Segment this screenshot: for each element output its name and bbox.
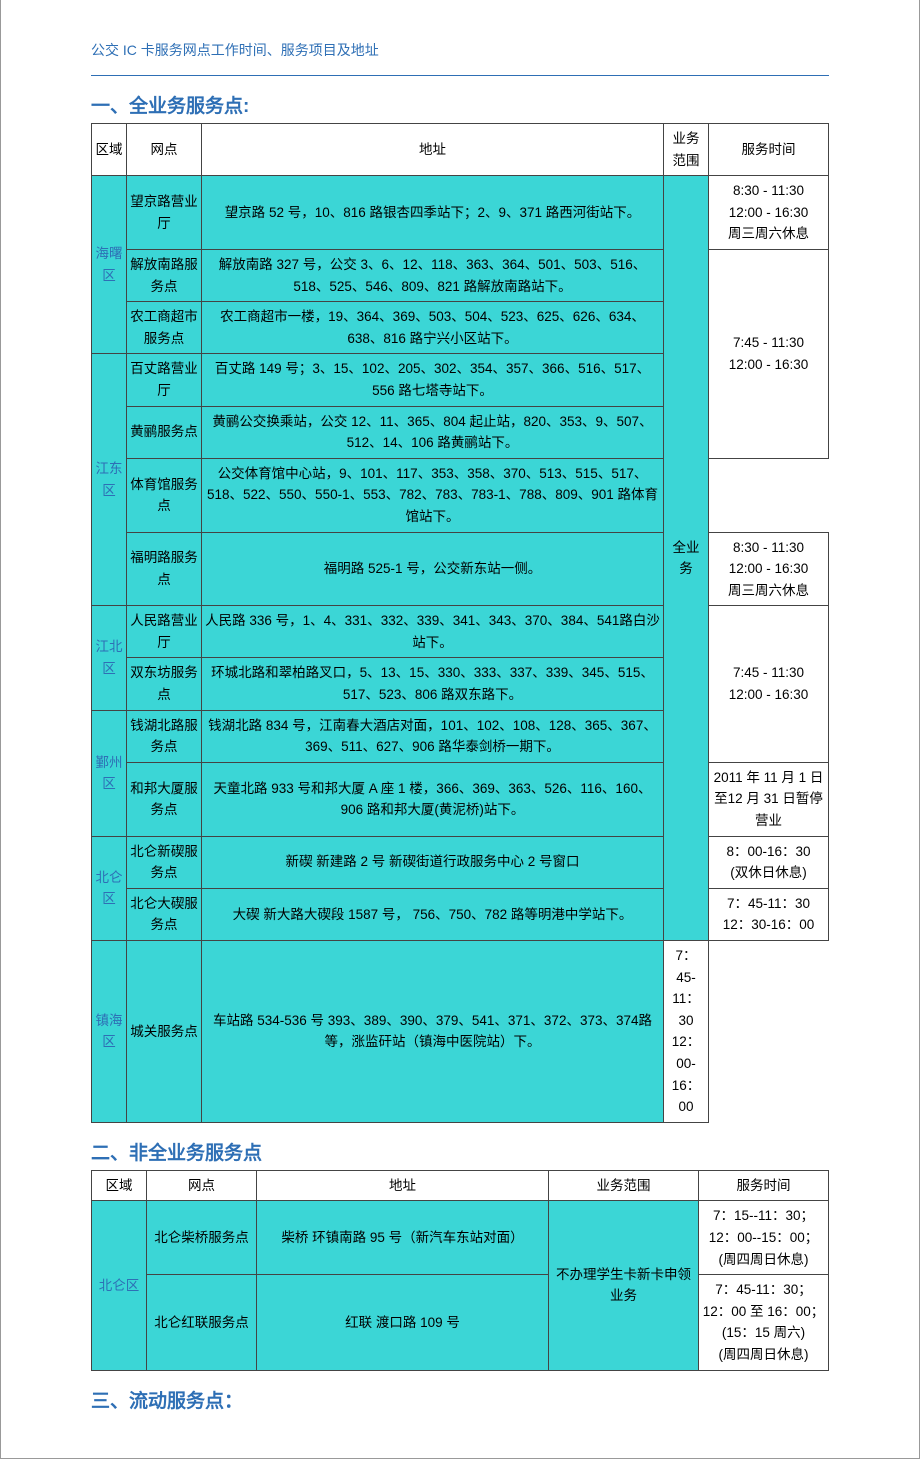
time-cell: 7：45-11：30 12：00-16：00 — [664, 941, 709, 1123]
addr-cell: 公交体育馆中心站，9、101、117、353、358、370、513、515、5… — [202, 458, 664, 532]
region-link: 镇海区 — [96, 1013, 123, 1050]
table-row: 北仑红联服务点 红联 渡口路 109 号 7：45-11：30； 12：00 至… — [92, 1275, 829, 1370]
addr-cell: 环城北路和翠柏路叉口，5、13、15、330、333、337、339、345、5… — [202, 658, 664, 710]
addr-cell: 新碶 新建路 2 号 新碶街道行政服务中心 2 号窗口 — [202, 836, 664, 888]
partial-service-table: 区域 网点 地址 业务范围 服务时间 北仑区 北仑柴桥服务点 柴桥 环镇南路 9… — [91, 1170, 829, 1371]
th-addr: 地址 — [257, 1170, 549, 1201]
region-link: 鄞州区 — [96, 755, 123, 792]
addr-cell: 人民路 336 号，1、4、331、332、339、341、343、370、38… — [202, 606, 664, 658]
time-cell: 8:30 - 11:30 12:00 - 16:30 周三周六休息 — [709, 176, 829, 250]
point-cell: 农工商超市服务点 — [127, 302, 202, 354]
point-cell: 解放南路服务点 — [127, 249, 202, 301]
region-cell: 北仑区 — [92, 836, 127, 940]
point-cell: 百丈路营业厅 — [127, 354, 202, 406]
addr-cell: 农工商超市一楼，19、364、369、503、504、523、625、626、6… — [202, 302, 664, 354]
region-cell: 北仑区 — [92, 1201, 147, 1370]
region-cell: 鄞州区 — [92, 710, 127, 836]
full-service-table: 区域 网点 地址 业务范围 服务时间 海曙区 望京路营业厅 望京路 52 号，1… — [91, 123, 829, 1123]
region-link: 海曙区 — [96, 246, 123, 283]
section3-heading: 三、流动服务点： — [91, 1386, 829, 1413]
table-row: 北仑区 北仑柴桥服务点 柴桥 环镇南路 95 号（新汽车东站对面） 不办理学生卡… — [92, 1201, 829, 1275]
point-cell: 人民路营业厅 — [127, 606, 202, 658]
addr-cell: 大碶 新大路大碶段 1587 号， 756、750、782 路等明港中学站下。 — [202, 888, 664, 940]
section2-heading: 二、非全业务服务点 — [91, 1138, 829, 1165]
point-cell: 福明路服务点 — [127, 532, 202, 606]
addr-cell: 车站路 534-536 号 393、389、390、379、541、371、37… — [202, 941, 664, 1123]
region-cell: 江东区 — [92, 354, 127, 606]
section1-heading: 一、全业务服务点: — [91, 91, 829, 118]
time-cell: 2011 年 11 月 1 日至12 月 31 日暂停营业 — [709, 762, 829, 836]
scope-cell: 不办理学生卡新卡申领业务 — [549, 1201, 699, 1370]
time-cell: 7:45 - 11:30 12:00 - 16:30 — [709, 606, 829, 763]
addr-cell: 望京路 52 号，10、816 路银杏四季站下；2、9、371 路西河街站下。 — [202, 176, 664, 250]
table-row: 福明路服务点 福明路 525-1 号，公交新东站一侧。 8:30 - 11:30… — [92, 532, 829, 606]
point-cell: 体育馆服务点 — [127, 458, 202, 532]
region-link: 江东区 — [96, 461, 123, 498]
table-row: 北仑区 北仑新碶服务点 新碶 新建路 2 号 新碶街道行政服务中心 2 号窗口 … — [92, 836, 829, 888]
point-cell: 北仑柴桥服务点 — [147, 1201, 257, 1275]
table-row: 和邦大厦服务点 天童北路 933 号和邦大厦 A 座 1 楼，366、369、3… — [92, 762, 829, 836]
time-cell: 7：45-11：30 12：30-16：00 — [709, 888, 829, 940]
addr-cell: 钱湖北路 834 号，江南春大酒店对面，101、102、108、128、365、… — [202, 710, 664, 762]
table-row: 解放南路服务点 解放南路 327 号，公交 3、6、12、118、363、364… — [92, 249, 829, 301]
title-divider — [91, 75, 829, 76]
addr-cell: 黄鹂公交换乘站，公交 12、11、365、804 起止站，820、353、9、5… — [202, 406, 664, 458]
table-header-row: 区域 网点 地址 业务范围 服务时间 — [92, 124, 829, 176]
point-cell: 和邦大厦服务点 — [127, 762, 202, 836]
region-link: 北仑区 — [96, 870, 123, 907]
table-row: 体育馆服务点 公交体育馆中心站，9、101、117、353、358、370、51… — [92, 458, 829, 532]
point-cell: 钱湖北路服务点 — [127, 710, 202, 762]
point-cell: 北仑红联服务点 — [147, 1275, 257, 1370]
table-row: 海曙区 望京路营业厅 望京路 52 号，10、816 路银杏四季站下；2、9、3… — [92, 176, 829, 250]
th-region: 区域 — [92, 1170, 147, 1201]
th-time: 服务时间 — [709, 124, 829, 176]
addr-cell: 柴桥 环镇南路 95 号（新汽车东站对面） — [257, 1201, 549, 1275]
time-cell: 7:45 - 11:30 12:00 - 16:30 — [709, 249, 829, 458]
region-cell: 海曙区 — [92, 176, 127, 354]
page-title: 公交 IC 卡服务网点工作时间、服务项目及地址 — [91, 40, 829, 60]
time-cell: 8:30 - 11:30 12:00 - 16:30 周三周六休息 — [709, 532, 829, 606]
th-point: 网点 — [147, 1170, 257, 1201]
addr-cell: 红联 渡口路 109 号 — [257, 1275, 549, 1370]
th-scope: 业务范围 — [664, 124, 709, 176]
addr-cell: 解放南路 327 号，公交 3、6、12、118、363、364、501、503… — [202, 249, 664, 301]
time-cell: 7：15--11：30； 12：00--15：00； (周四周日休息) — [699, 1201, 829, 1275]
region-link: 江北区 — [96, 639, 123, 676]
th-addr: 地址 — [202, 124, 664, 176]
region-link: 北仑区 — [99, 1278, 140, 1293]
time-cell: 8：00-16：30 (双休日休息) — [709, 836, 829, 888]
time-cell: 7：45-11：30； 12：00 至 16：00； (15：15 周六) (周… — [699, 1275, 829, 1370]
region-cell: 江北区 — [92, 606, 127, 710]
addr-cell: 天童北路 933 号和邦大厦 A 座 1 楼，366、369、363、526、1… — [202, 762, 664, 836]
th-time: 服务时间 — [699, 1170, 829, 1201]
scope-cell: 全业务 — [664, 176, 709, 941]
th-scope: 业务范围 — [549, 1170, 699, 1201]
addr-cell: 福明路 525-1 号，公交新东站一侧。 — [202, 532, 664, 606]
point-cell: 城关服务点 — [127, 941, 202, 1123]
table-row: 江北区 人民路营业厅 人民路 336 号，1、4、331、332、339、341… — [92, 606, 829, 658]
point-cell: 双东坊服务点 — [127, 658, 202, 710]
th-region: 区域 — [92, 124, 127, 176]
table-row: 镇海区 城关服务点 车站路 534-536 号 393、389、390、379、… — [92, 941, 829, 1123]
point-cell: 黄鹂服务点 — [127, 406, 202, 458]
point-cell: 北仑新碶服务点 — [127, 836, 202, 888]
th-point: 网点 — [127, 124, 202, 176]
table-row: 北仑大碶服务点 大碶 新大路大碶段 1587 号， 756、750、782 路等… — [92, 888, 829, 940]
addr-cell: 百丈路 149 号；3、15、102、205、302、354、357、366、5… — [202, 354, 664, 406]
point-cell: 北仑大碶服务点 — [127, 888, 202, 940]
table-header-row: 区域 网点 地址 业务范围 服务时间 — [92, 1170, 829, 1201]
region-cell: 镇海区 — [92, 941, 127, 1123]
point-cell: 望京路营业厅 — [127, 176, 202, 250]
